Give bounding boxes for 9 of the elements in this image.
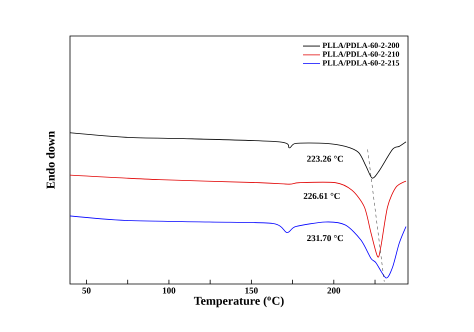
x-tick-label: 150 [245, 288, 258, 294]
annotation: 231.70 °C [307, 235, 343, 242]
annotation: 226.61 °C [304, 192, 340, 200]
x-tick-label: 200 [327, 288, 340, 294]
x-tick-label: 100 [162, 288, 176, 294]
x-tick-label: 50 [82, 288, 91, 294]
x-axis-title: Temperature ($^{o}$C) [194, 296, 284, 308]
annotation: 223.26 °C [307, 156, 343, 162]
y-axis-title: Endo down [46, 131, 55, 189]
